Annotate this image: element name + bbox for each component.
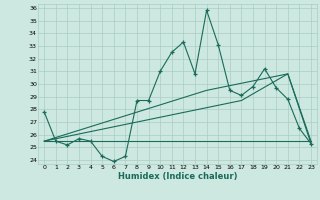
- X-axis label: Humidex (Indice chaleur): Humidex (Indice chaleur): [118, 172, 237, 181]
